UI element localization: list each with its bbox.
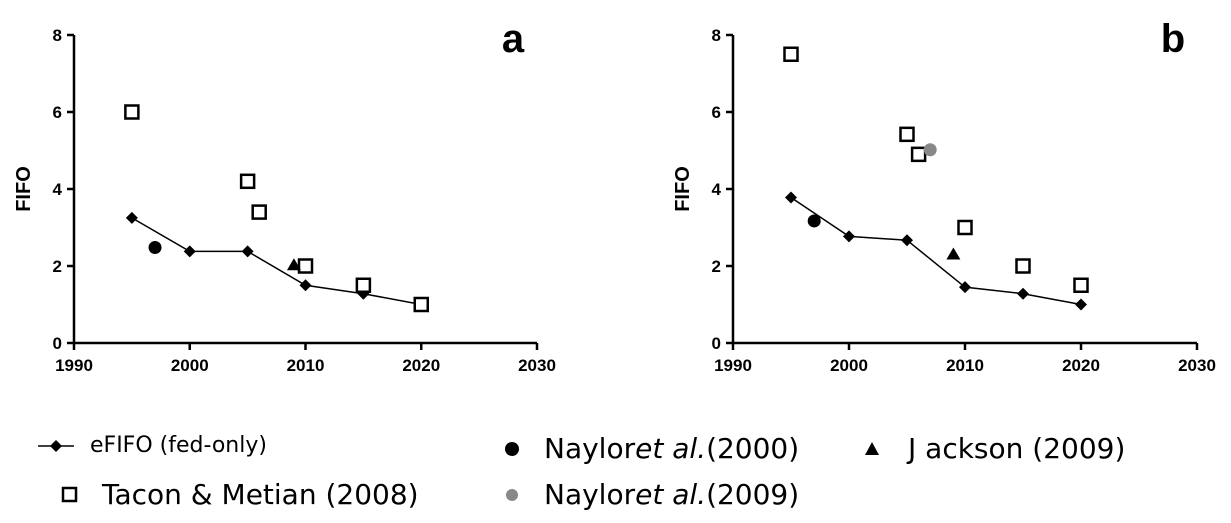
- point-tacon: [783, 46, 799, 62]
- x-tick-label: 2030: [518, 356, 556, 375]
- point-tacon: [899, 126, 915, 143]
- point-efifo: [241, 245, 254, 258]
- open-square-icon: [61, 486, 78, 502]
- point-tacon: [297, 258, 314, 274]
- point-efifo: [843, 230, 855, 243]
- legend: eFIFO (fed-only) Tacon & Metian (2008) N…: [0, 420, 1231, 520]
- diamond-line-icon: [38, 439, 74, 452]
- y-tick-label: 8: [712, 26, 721, 45]
- x-tick-label: 2030: [1178, 356, 1216, 375]
- black-circle-icon: [505, 441, 519, 456]
- point-naylor-2009: [923, 143, 937, 157]
- point-efifo: [901, 234, 913, 247]
- legend-label-naylor2000-year: (2000): [706, 432, 800, 465]
- legend-label-jackson: J ackson (2009): [908, 432, 1126, 465]
- grey-circle-icon: [506, 488, 518, 501]
- y-axis-title: FIFO: [13, 166, 35, 212]
- legend-label-efifo: eFIFO (fed-only): [90, 433, 267, 458]
- point-efifo: [299, 279, 312, 292]
- point-efifo: [1017, 287, 1029, 300]
- y-tick-label: 2: [712, 257, 721, 276]
- chart-panel-a: 0 2 4 6 8 1990 2000 2010 2020 2030 FIFO a: [13, 17, 556, 375]
- point-tacon: [413, 296, 429, 313]
- point-tacon: [957, 219, 973, 236]
- triangle-icon: [865, 441, 879, 455]
- point-efifo: [183, 245, 196, 258]
- y-tick-label: 6: [53, 103, 62, 122]
- point-efifo: [785, 191, 797, 204]
- panel-label: a: [502, 17, 525, 61]
- x-tick-label: 2010: [287, 356, 325, 375]
- y-axis-title: FIFO: [672, 166, 694, 212]
- legend-item-tacon: Tacon & Metian (2008): [60, 478, 419, 511]
- legend-item-jackson: J ackson (2009): [862, 432, 1125, 465]
- x-tick-label: 2020: [1062, 356, 1100, 375]
- legend-label-naylor2009-etal: et al.: [635, 478, 707, 511]
- legend-label-naylor2000-name: Naylor: [544, 432, 636, 465]
- point-jackson: [286, 258, 301, 271]
- chart-panel-b: 0 2 4 6 8 1990 2000 2010 2020 2030 FIFO b: [672, 17, 1216, 375]
- y-tick-label: 8: [53, 26, 62, 45]
- point-naylor-2000: [807, 214, 821, 228]
- point-tacon: [251, 204, 267, 220]
- point-tacon: [1073, 277, 1089, 293]
- y-tick-label: 0: [712, 334, 721, 353]
- series-line-efifo: [131, 217, 422, 306]
- legend-item-naylor2009: Naylor et al. (2009): [502, 478, 799, 511]
- x-tick-label: 1990: [55, 356, 93, 375]
- point-efifo: [125, 211, 138, 224]
- point-tacon: [124, 104, 140, 120]
- y-tick-label: 0: [53, 334, 62, 353]
- point-tacon: [239, 173, 256, 190]
- figure: 0 2 4 6 8 1990 2000 2010 2020 2030 FIFO a 0 2 4 6 8 1990 2…: [13, 17, 1216, 375]
- point-tacon: [355, 277, 372, 293]
- x-tick-label: 1990: [714, 356, 752, 375]
- legend-item-efifo: eFIFO (fed-only): [36, 433, 267, 458]
- point-efifo: [959, 281, 971, 294]
- point-jackson: [946, 247, 961, 260]
- legend-label-naylor2009-name: Naylor: [544, 478, 636, 511]
- legend-item-naylor2000: Naylor et al. (2000): [502, 432, 799, 465]
- point-naylor-2000: [148, 241, 162, 255]
- y-tick-label: 4: [53, 180, 63, 199]
- x-tick-label: 2000: [171, 356, 209, 375]
- point-efifo: [1075, 298, 1087, 311]
- x-tick-label: 2020: [402, 356, 440, 375]
- y-tick-label: 6: [712, 103, 721, 122]
- point-tacon: [1015, 258, 1031, 274]
- legend-label-naylor2000-etal: et al.: [635, 432, 707, 465]
- x-tick-label: 2010: [946, 356, 984, 375]
- y-tick-label: 2: [53, 257, 62, 276]
- panel-label: b: [1161, 17, 1185, 61]
- point-tacon: [910, 146, 927, 163]
- x-tick-label: 2000: [830, 356, 868, 375]
- legend-label-naylor2009-year: (2009): [706, 478, 800, 511]
- y-tick-label: 4: [712, 180, 722, 199]
- legend-label-tacon: Tacon & Metian (2008): [102, 478, 419, 511]
- series-line-efifo: [790, 196, 1082, 306]
